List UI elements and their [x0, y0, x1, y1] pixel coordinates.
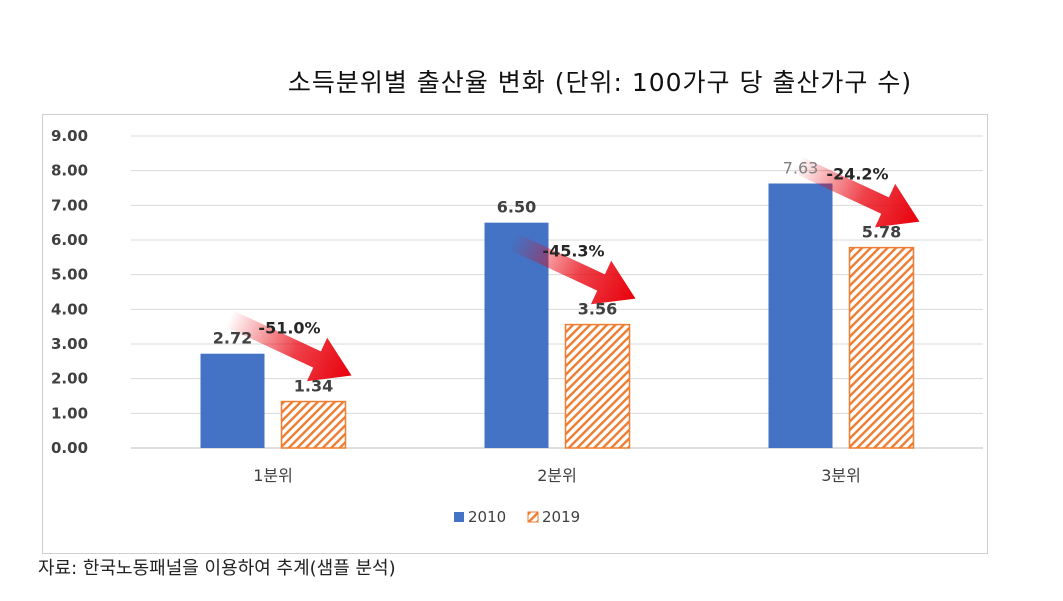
data-label-2019: 1.34 — [294, 377, 333, 396]
x-tick-label: 1분위 — [253, 466, 293, 485]
trend-arrow — [793, 156, 920, 228]
change-label: -51.0% — [258, 319, 320, 338]
y-tick-label: 1.00 — [51, 404, 88, 422]
y-tick-label: 5.00 — [51, 266, 88, 284]
data-label-2010: 7.63 — [783, 158, 819, 177]
bar-2019 — [564, 323, 631, 449]
trend-arrow-shape — [509, 233, 636, 305]
y-tick-label: 2.00 — [51, 370, 88, 388]
bar-2019 — [280, 400, 347, 449]
data-label-2010: 2.72 — [213, 329, 252, 348]
y-tick-label: 7.00 — [51, 196, 88, 214]
data-label-2010: 6.50 — [497, 198, 536, 217]
legend-swatch-2010 — [454, 512, 464, 522]
y-tick-label: 4.00 — [51, 300, 88, 318]
source-note: 자료: 한국노동패널을 이용하여 추계(샘플 분석) — [38, 558, 396, 579]
data-label-2019: 5.78 — [862, 223, 901, 242]
change-label: -24.2% — [826, 165, 888, 184]
bar-2019 — [848, 246, 915, 449]
trend-arrow-shape — [793, 156, 920, 228]
trend-arrow — [225, 310, 352, 382]
y-tick-label: 0.00 — [51, 439, 88, 457]
bar-2010 — [768, 183, 833, 448]
legend-label-2010: 2010 — [468, 508, 506, 526]
y-tick-label: 9.00 — [51, 127, 88, 145]
bar-chart: 0.00 1.00 2.00 3.00 4.00 5.00 6.00 7.00 8.00 9.00… — [51, 127, 983, 526]
y-tick-label: 8.00 — [51, 162, 88, 180]
bar-2010 — [200, 353, 265, 448]
legend-label-2019: 2019 — [542, 508, 580, 526]
y-tick-label: 3.00 — [51, 335, 88, 353]
legend-swatch-2019 — [527, 511, 539, 523]
chart-title: 소득분위별 출산율 변화 (단위: 100가구 당 출산가구 수) — [287, 68, 913, 97]
trend-arrow-shape — [225, 310, 352, 382]
change-label: -45.3% — [542, 242, 604, 261]
x-tick-label: 2분위 — [537, 466, 577, 485]
chart-area: 0.00 1.00 2.00 3.00 4.00 5.00 6.00 7.00 8.00 9.00… — [42, 114, 988, 554]
data-label-2019: 3.56 — [578, 300, 617, 319]
x-tick-label: 3분위 — [821, 466, 861, 485]
y-tick-label: 6.00 — [51, 231, 88, 249]
trend-arrow — [509, 233, 636, 305]
